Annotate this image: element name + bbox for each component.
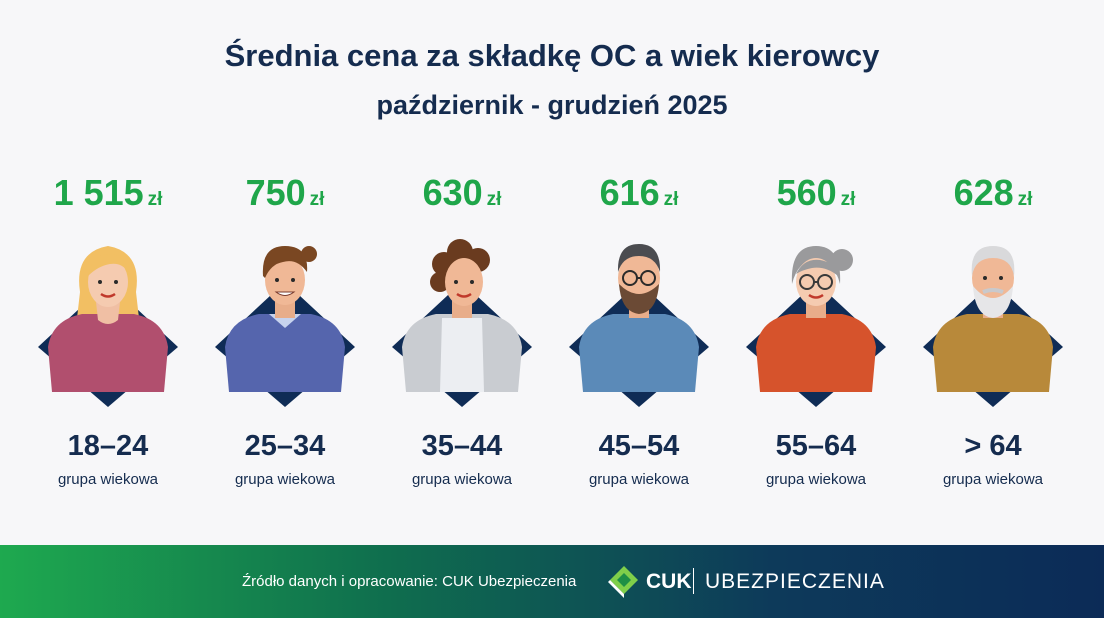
brand-logo: CUK UBEZPIECZENIA (608, 564, 884, 598)
age-caption: grupa wiekowa (411, 471, 513, 488)
price-unit: zł (309, 189, 325, 210)
age-group-over-64: 628 zł > 64 grupa wiekowa (905, 0, 1081, 540)
price-label: 630 zł (374, 172, 550, 214)
brand-divider (693, 568, 694, 594)
price-value: 750 (245, 172, 306, 213)
age-caption: grupa wiekowa (588, 471, 690, 488)
price-value: 630 (422, 172, 483, 213)
grey-haired-woman-icon (746, 246, 886, 407)
age-caption: grupa wiekowa (234, 471, 336, 488)
price-label: 628 zł (905, 172, 1081, 214)
age-group-55-64: 560 zł 55–64 grupa wiekowa (728, 0, 904, 540)
age-group-45-54: 616 zł 45–54 grupa wiekowa (551, 0, 727, 540)
price-label: 1 515 zł (20, 172, 196, 214)
curly-woman-icon (392, 239, 532, 407)
price-value: 1 515 (53, 172, 144, 213)
age-range: 55–64 (775, 430, 857, 462)
age-range: > 64 (964, 430, 1022, 462)
age-group-25-34: 750 zł 25–34 grupa wiekowa (197, 0, 373, 540)
young-man-icon (215, 246, 355, 407)
brand-name: CUK (646, 570, 692, 593)
age-group-35-44: 630 zł 35–44 grupa wiekowa (374, 0, 550, 540)
footer: Źródło danych i opracowanie: CUK Ubezpie… (0, 545, 1104, 618)
price-value: 560 (776, 172, 837, 213)
age-range: 35–44 (421, 430, 503, 462)
age-caption: grupa wiekowa (57, 471, 159, 488)
price-value: 628 (953, 172, 1014, 213)
brand-subname: UBEZPIECZENIA (705, 570, 885, 593)
price-value: 616 (599, 172, 660, 213)
chart-subtitle: październik - grudzień 2025 (376, 90, 728, 120)
age-groups: 1 515 zł 18–24 grupa wiekowa 750 zł 25–3 (20, 0, 1081, 540)
price-label: 750 zł (197, 172, 373, 214)
young-woman-icon (38, 246, 178, 407)
age-caption: grupa wiekowa (765, 471, 867, 488)
price-label: 616 zł (551, 172, 727, 214)
price-unit: zł (486, 189, 502, 210)
age-range: 18–24 (67, 430, 149, 462)
chart-title: Średnia cena za składkę OC a wiek kierow… (224, 38, 880, 73)
price-unit: zł (1017, 189, 1033, 210)
price-unit: zł (663, 189, 679, 210)
source-note: Źródło danych i opracowanie: CUK Ubezpie… (242, 573, 577, 590)
price-label: 560 zł (728, 172, 904, 214)
senior-man-icon (923, 246, 1063, 407)
age-caption: grupa wiekowa (942, 471, 1044, 488)
age-range: 45–54 (598, 430, 680, 462)
age-group-18-24: 1 515 zł 18–24 grupa wiekowa (20, 0, 196, 540)
age-range: 25–34 (244, 430, 326, 462)
price-unit: zł (147, 189, 163, 210)
bearded-man-icon (569, 244, 709, 407)
price-unit: zł (840, 189, 856, 210)
cuk-logo-icon (608, 566, 638, 598)
